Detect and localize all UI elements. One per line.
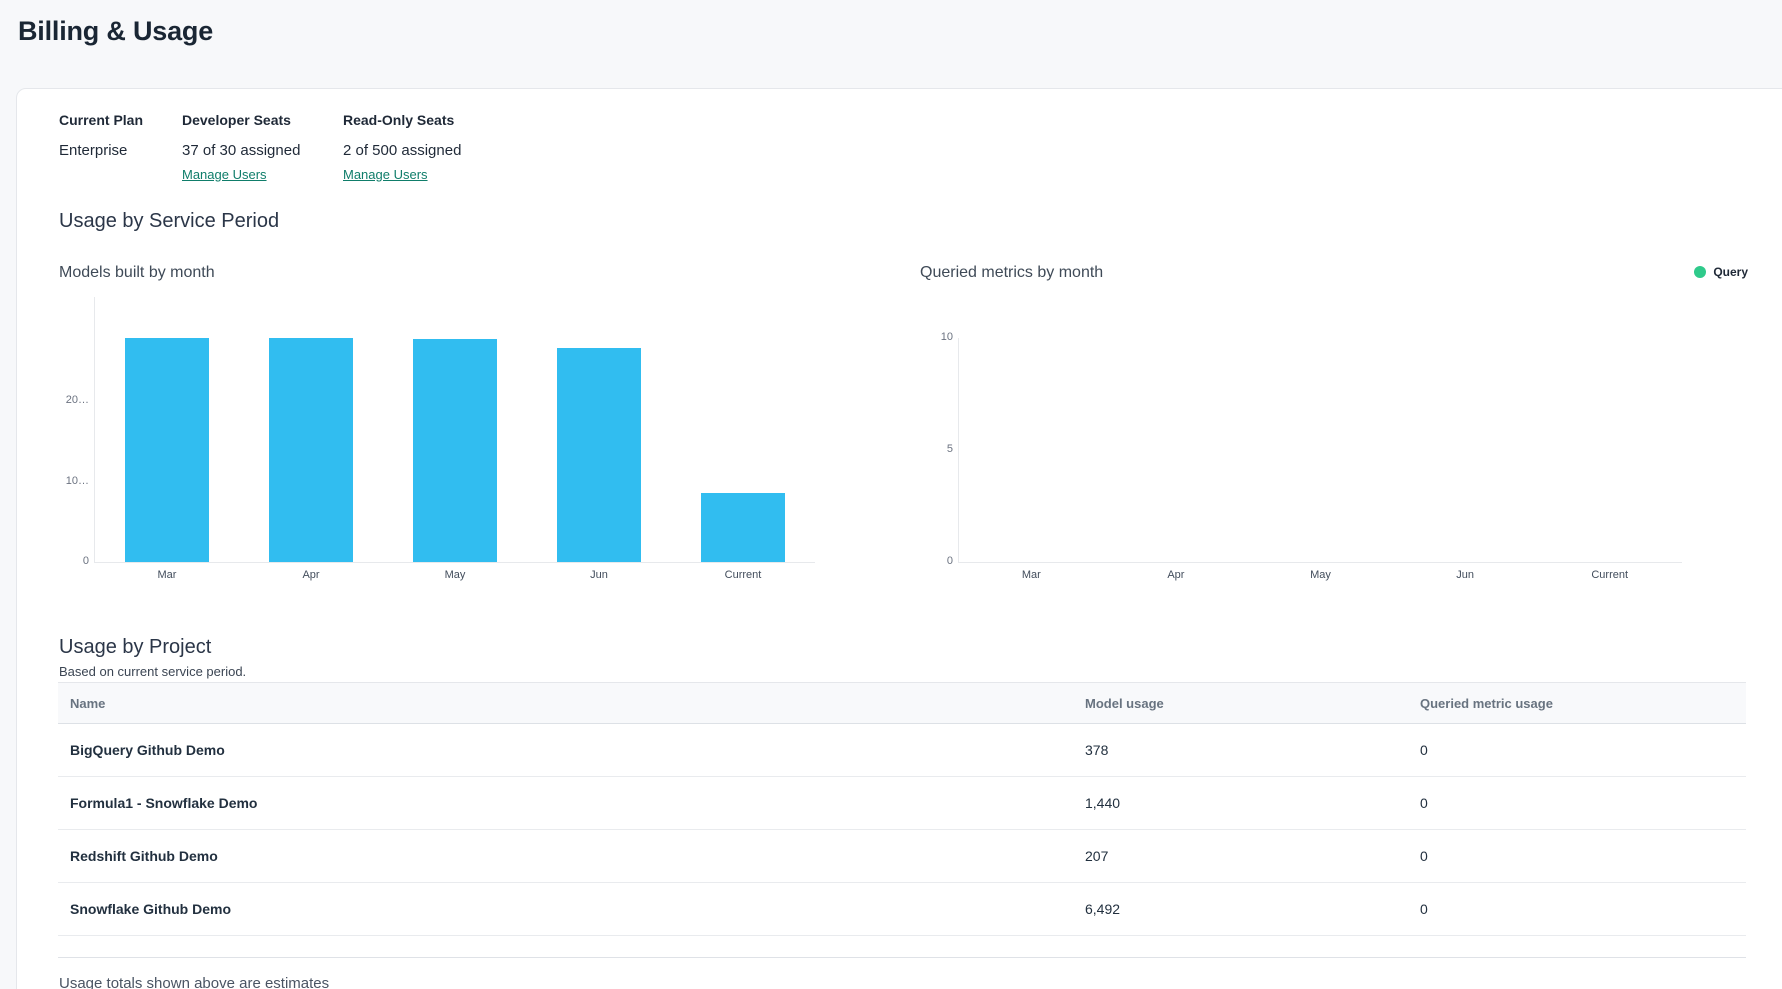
- model-usage-value: 207: [1085, 848, 1109, 864]
- plan-value: 2 of 500 assigned: [343, 142, 462, 159]
- bar-current: [701, 492, 785, 562]
- x-axis-label: Current: [724, 569, 762, 581]
- table-spacer-row: [58, 936, 1746, 958]
- table-row: Formula1 - Snowflake Demo 1,440 0: [58, 777, 1746, 830]
- x-axis-label: Current: [1591, 569, 1629, 581]
- manage-users-link[interactable]: Manage Users: [182, 167, 267, 182]
- y-axis-tick: 20…: [65, 394, 89, 407]
- plan-label: Developer Seats: [182, 112, 291, 128]
- queried-metrics-chart: 0 5 10 Mar Apr May Jun Current: [941, 331, 1682, 581]
- chart-legend: Query: [1694, 265, 1748, 279]
- column-header-name: Name: [70, 695, 106, 711]
- table-body: BigQuery Github Demo 378 0 Formula1 - Snowf…: [58, 724, 1746, 936]
- project-section-heading: Usage by Project: [59, 636, 212, 658]
- column-header-model-usage: Model usage: [1085, 695, 1164, 711]
- legend-dot-icon: [1694, 266, 1707, 278]
- column-header-queried-usage: Queried metric usage: [1420, 695, 1553, 711]
- model-usage-value: 6,492: [1085, 901, 1121, 917]
- queried-usage-value: 0: [1420, 742, 1428, 758]
- chart-title-models-built: Models built by month: [59, 264, 215, 281]
- plan-current-plan: Current Plan Enterprise: [59, 112, 143, 159]
- table-header-row: Name Model usage Queried metric usage: [58, 683, 1746, 724]
- models-built-chart: 0 10… 20… Mar Apr May Jun Current: [66, 297, 815, 581]
- y-axis-tick: 10: [940, 331, 953, 343]
- legend-label: Query: [1713, 265, 1748, 279]
- queried-usage-value: 0: [1420, 901, 1428, 917]
- bar-apr: [269, 337, 353, 562]
- y-axis-tick: 0: [946, 555, 953, 567]
- x-axis-label: Mar: [1021, 569, 1041, 581]
- model-usage-value: 378: [1085, 742, 1109, 758]
- table-row: BigQuery Github Demo 378 0: [58, 724, 1746, 777]
- bar-mar: [125, 337, 209, 562]
- queried-usage-value: 0: [1420, 848, 1428, 864]
- project-section-subheading: Based on current service period.: [59, 664, 247, 679]
- x-axis-label: May: [444, 569, 466, 581]
- usage-section-heading: Usage by Service Period: [59, 210, 280, 232]
- plan-label: Read-Only Seats: [343, 112, 455, 128]
- x-axis-label: Apr: [1167, 569, 1185, 581]
- project-name: Redshift Github Demo: [70, 848, 218, 864]
- usage-footnote: Usage totals shown above are estimates: [59, 975, 330, 989]
- page-title: Billing & Usage: [18, 16, 214, 46]
- table-row: Redshift Github Demo 207 0: [58, 830, 1746, 883]
- x-axis-label: Apr: [302, 569, 320, 581]
- project-name: Snowflake Github Demo: [70, 901, 232, 917]
- x-axis-label: May: [1310, 569, 1331, 581]
- plan-label: Current Plan: [59, 112, 144, 128]
- x-axis-label: Mar: [157, 569, 177, 581]
- plan-value: 37 of 30 assigned: [182, 142, 301, 159]
- project-name: BigQuery Github Demo: [70, 742, 225, 758]
- plan-readonly-seats: Read-Only Seats 2 of 500 assigned Manage…: [343, 112, 461, 184]
- model-usage-value: 1,440: [1085, 795, 1121, 811]
- chart-title-queried-metrics: Queried metrics by month: [920, 264, 1104, 281]
- y-axis-tick: 5: [946, 443, 953, 455]
- queried-usage-value: 0: [1420, 795, 1428, 811]
- bar-jun: [557, 348, 641, 562]
- y-axis-tick: 0: [82, 555, 89, 567]
- x-axis-label: Jun: [1456, 569, 1474, 581]
- x-axis-label: Jun: [590, 569, 608, 581]
- bar-may: [413, 338, 497, 562]
- usage-by-project-table: Name Model usage Queried metric usage Bi…: [58, 682, 1746, 958]
- y-axis-tick: 10…: [65, 474, 89, 487]
- project-name: Formula1 - Snowflake Demo: [70, 795, 258, 811]
- manage-users-link[interactable]: Manage Users: [343, 167, 428, 182]
- plan-developer-seats: Developer Seats 37 of 30 assigned Manage…: [182, 112, 300, 184]
- table-row: Snowflake Github Demo 6,492 0: [58, 883, 1746, 936]
- plan-value: Enterprise: [59, 142, 128, 159]
